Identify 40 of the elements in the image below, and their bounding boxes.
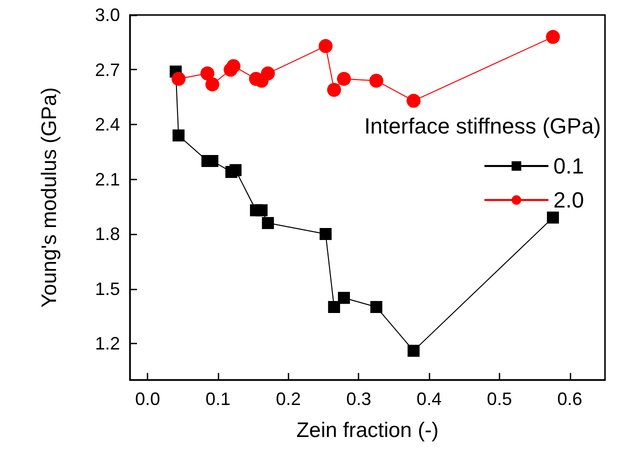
x-tick-label: 0.5: [486, 389, 512, 409]
point: [205, 77, 220, 92]
point: [369, 74, 384, 88]
point: [256, 204, 268, 216]
point: [260, 66, 275, 80]
point: [172, 72, 186, 86]
point: [370, 301, 382, 313]
point: [336, 72, 351, 86]
y-tick-label: 2.1: [94, 169, 120, 190]
point: [320, 228, 332, 240]
point: [318, 39, 333, 54]
x-tick-label: 0.1: [205, 389, 230, 409]
x-tick-label: 0.4: [416, 389, 442, 409]
point: [328, 301, 340, 313]
point: [408, 344, 420, 357]
y-tick-label: 2.7: [94, 60, 120, 80]
point: [172, 129, 185, 142]
y-tick-label: 1.2: [94, 334, 120, 354]
x-tick-label: 0.2: [276, 389, 301, 409]
point: [200, 66, 214, 80]
point: [226, 59, 240, 74]
x-tick-label: 0.6: [557, 389, 582, 409]
y-tick-label: 2.4: [94, 114, 120, 134]
legend-label: 2.0: [553, 188, 584, 212]
x-tick-label: 0.3: [346, 389, 372, 409]
x-tick-label: 0.0: [135, 389, 160, 409]
point: [406, 94, 421, 108]
point: [546, 212, 559, 224]
y-tick-label: 1.5: [94, 278, 120, 299]
y-axis-title: Young's modulus (GPa): [38, 87, 61, 308]
y-tick-label: 3.0: [94, 5, 120, 25]
point: [230, 164, 242, 176]
point: [262, 217, 274, 230]
x-axis-title: Zein fraction (-): [296, 419, 439, 442]
point: [546, 30, 560, 44]
point: [338, 292, 350, 304]
y-tick-label: 1.8: [94, 224, 120, 244]
legend-title: Interface stiffness (GPa): [364, 114, 602, 138]
point: [327, 82, 342, 97]
legend-label: 0.1: [553, 154, 584, 178]
